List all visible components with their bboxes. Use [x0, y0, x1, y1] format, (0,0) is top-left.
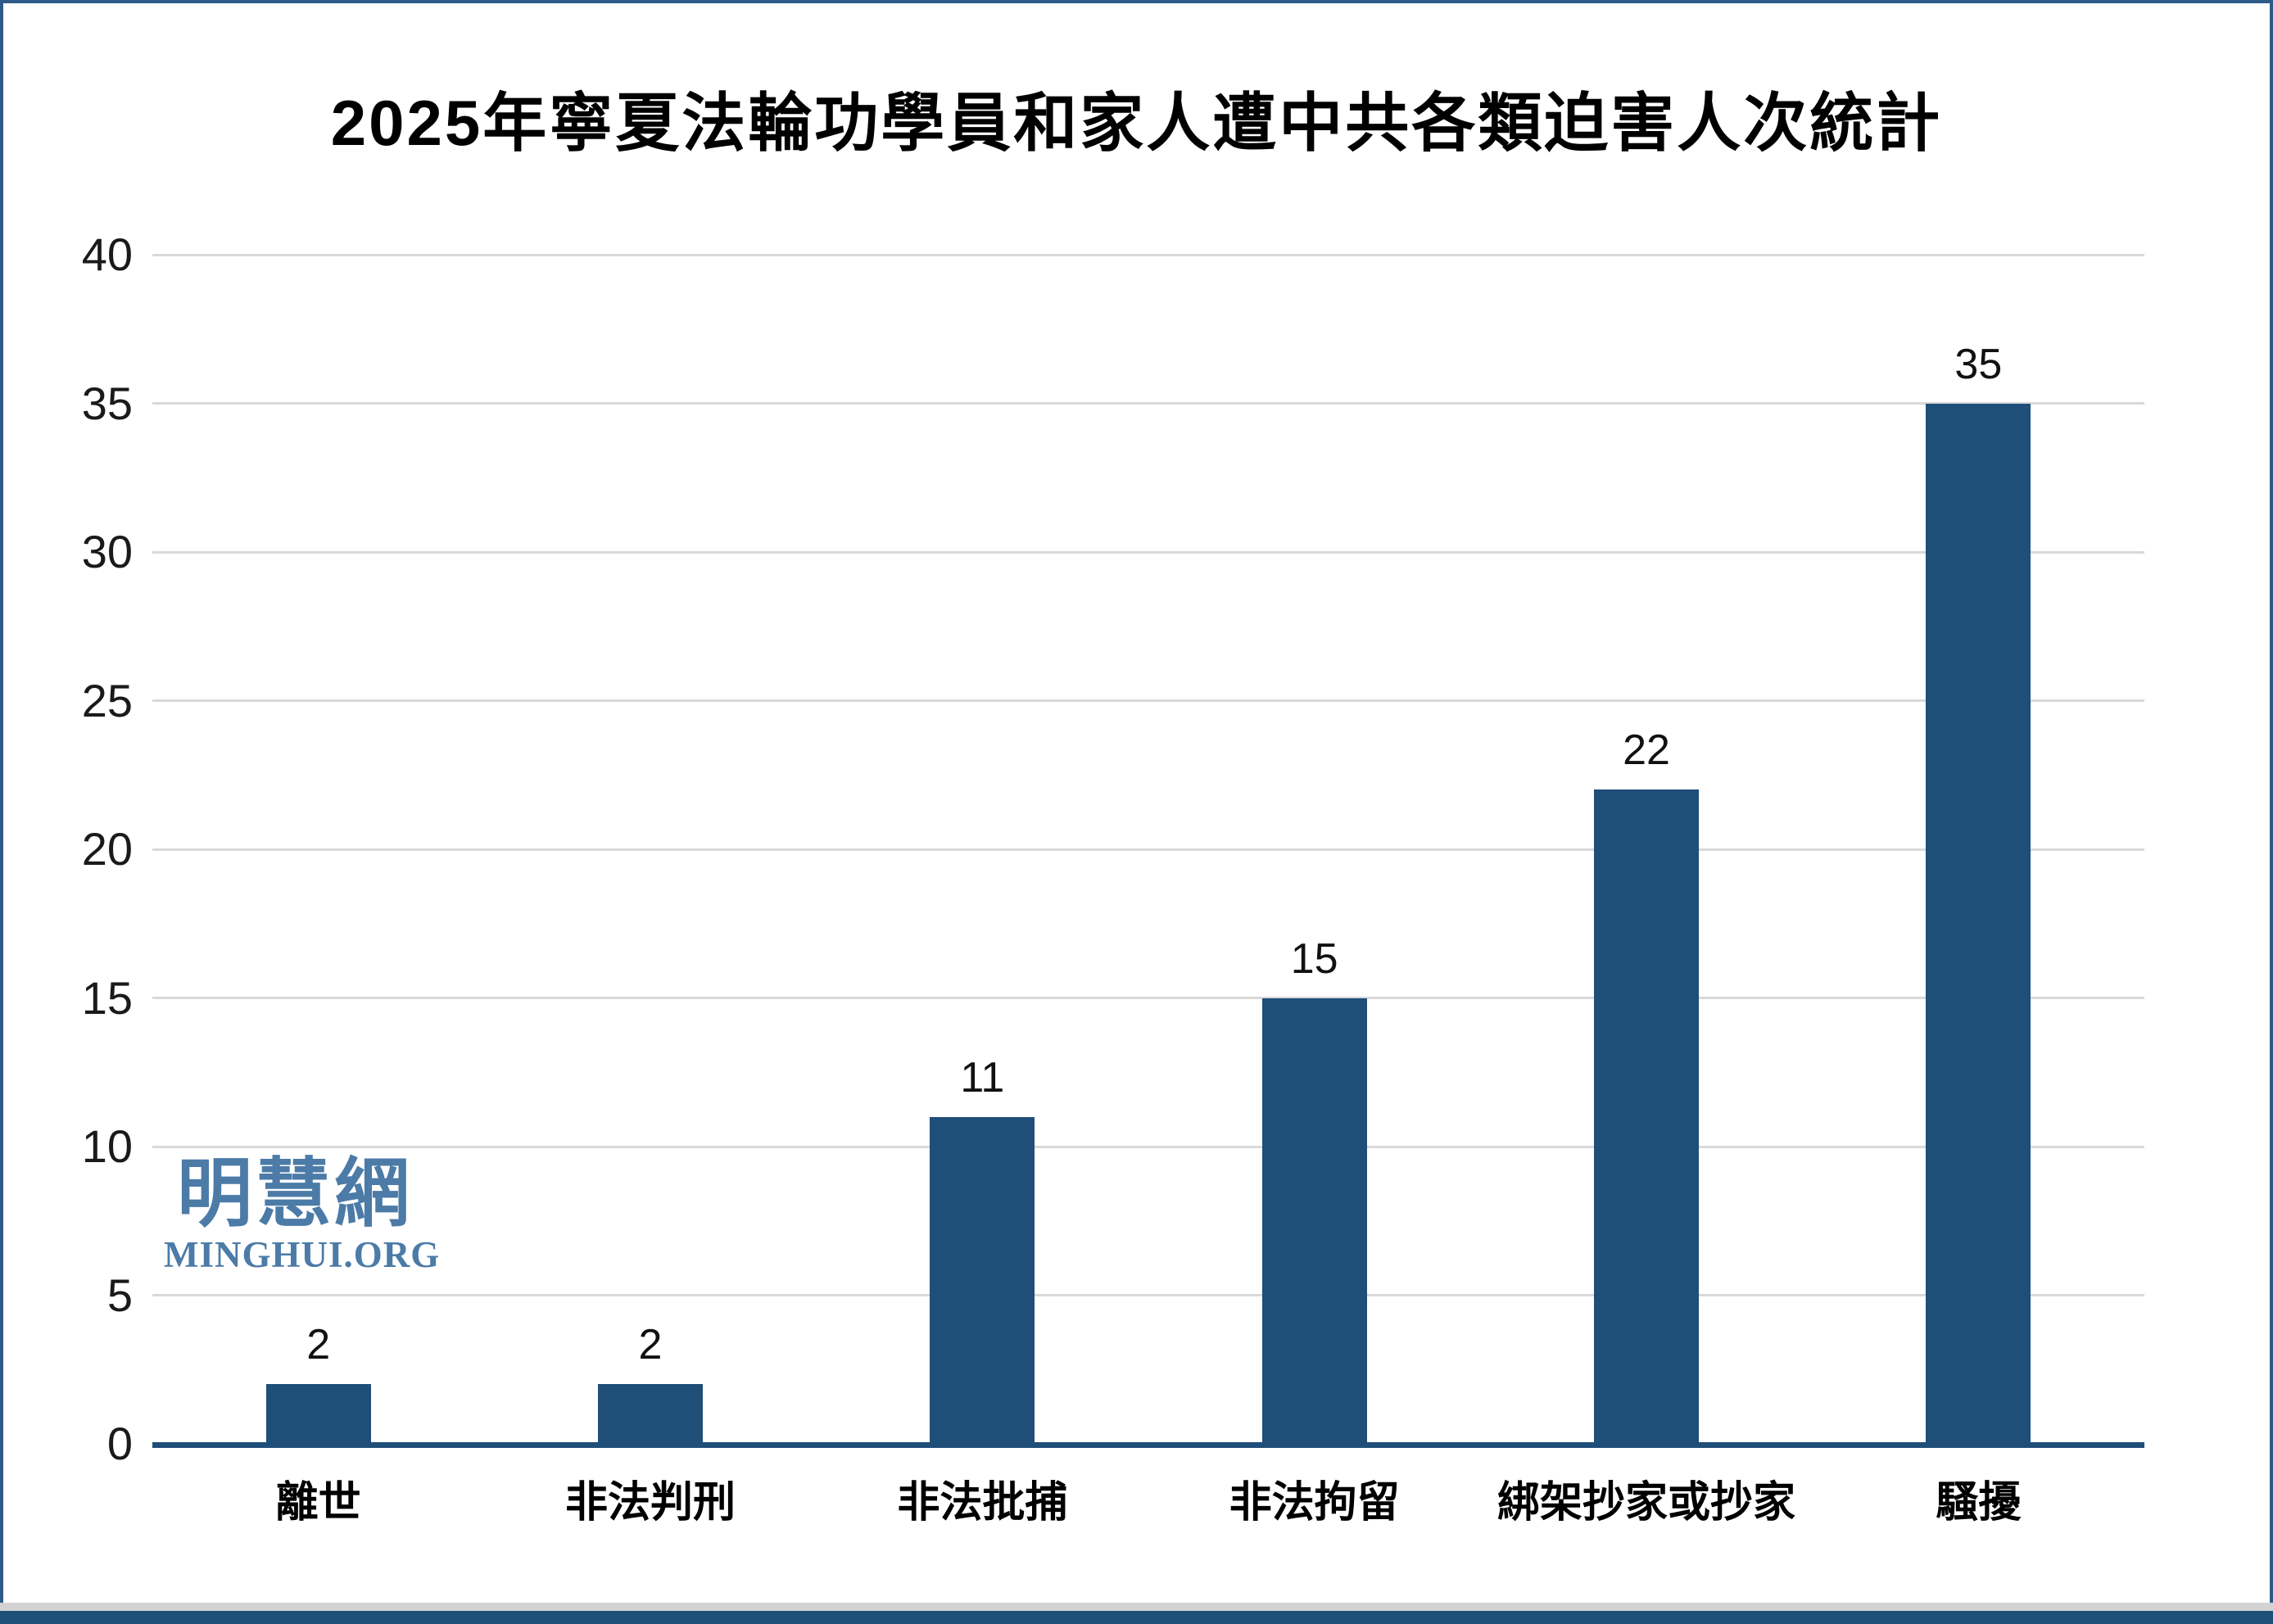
- chart-title: 2025年寧夏法輪功學員和家人遭中共各類迫害人次統計: [330, 87, 1943, 159]
- gridline-y-15: [152, 997, 2144, 999]
- bar-離世: [265, 1384, 371, 1444]
- bar-騷擾: [1926, 403, 2031, 1444]
- y-axis-tick-30: 30: [81, 526, 133, 577]
- bar-value-非法判刑: 2: [638, 1321, 663, 1369]
- y-axis-tick-0: 0: [106, 1418, 133, 1469]
- y-axis-tick-5: 5: [106, 1269, 133, 1321]
- gridline-y-30: [152, 550, 2144, 554]
- bar-非法批捕: [930, 1116, 1035, 1444]
- gridline-y-35: [152, 402, 2144, 405]
- x-axis-label-綁架抄家或抄家: 綁架抄家或抄家: [1496, 1479, 1795, 1527]
- x-axis-label-非法批捕: 非法批捕: [897, 1479, 1068, 1527]
- bottom-gray-strip: [0, 1603, 2273, 1611]
- x-axis-line: [152, 1442, 2144, 1448]
- bar-value-騷擾: 35: [1954, 340, 2003, 388]
- y-axis-tick-15: 15: [81, 971, 133, 1024]
- minghui-watermark: 明慧網 MINGHUI.ORG: [164, 1152, 441, 1275]
- bar-非法拘留: [1261, 997, 1367, 1444]
- y-axis-tick-35: 35: [81, 377, 133, 429]
- x-axis-label-非法拘留: 非法拘留: [1229, 1479, 1400, 1527]
- gridline-y-10: [152, 1145, 2144, 1148]
- bar-value-非法拘留: 15: [1290, 934, 1338, 983]
- x-axis-label-非法判刑: 非法判刑: [564, 1479, 736, 1527]
- y-axis-tick-20: 20: [81, 823, 133, 875]
- bar-綁架抄家或抄家: [1594, 789, 1699, 1444]
- gridline-y-5: [152, 1294, 2144, 1296]
- gridline-y-25: [152, 699, 2144, 702]
- bottom-blue-strip: [0, 1611, 2273, 1624]
- minghui-watermark-url: MINGHUI.ORG: [164, 1234, 441, 1275]
- bar-value-綁架抄家或抄家: 22: [1623, 726, 1670, 775]
- minghui-watermark-cjk: 明慧網: [176, 1152, 413, 1236]
- y-axis-tick-25: 25: [81, 674, 133, 726]
- y-axis-tick-40: 40: [81, 228, 133, 280]
- x-axis-label-離世: 離世: [275, 1479, 361, 1527]
- bar-非法判刑: [598, 1384, 703, 1444]
- x-axis-label-騷擾: 騷擾: [1936, 1479, 2022, 1527]
- gridline-y-20: [152, 848, 2144, 851]
- gridline-y-40: [152, 253, 2144, 256]
- bar-value-離世: 2: [306, 1321, 331, 1369]
- bar-value-非法批捕: 11: [960, 1053, 1005, 1102]
- y-axis-tick-10: 10: [81, 1120, 133, 1172]
